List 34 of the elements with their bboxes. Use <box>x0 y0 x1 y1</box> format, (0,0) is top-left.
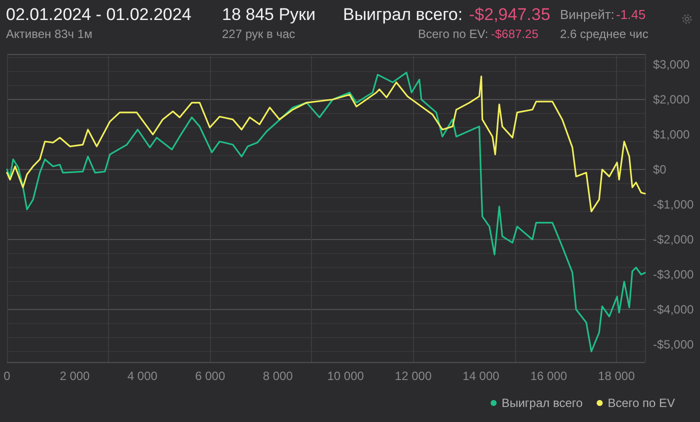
y-tick-label: $1,000 <box>653 128 690 142</box>
x-tick-label: 6 000 <box>195 369 226 383</box>
text: 18 845 Руки <box>222 5 316 25</box>
x-tick-label: 8 000 <box>262 369 294 383</box>
y-tick-label: $3,000 <box>653 58 690 72</box>
text: Всего по EV: <box>418 27 488 41</box>
text: -1.45 <box>616 7 646 22</box>
y-tick-label: -$5,000 <box>653 338 694 352</box>
chart-title: 02.01.2024 - 01.02.2024 <box>6 5 192 25</box>
text: Выиграл всего: <box>343 5 463 25</box>
line-series <box>6 76 646 212</box>
x-tick-label: 4 000 <box>127 369 158 383</box>
x-tick-label: 0 <box>4 369 11 383</box>
text: -$2,947.35 <box>469 5 550 25</box>
y-tick-label: -$4,000 <box>653 302 694 316</box>
chart-subtitle: Активен 83ч 1м <box>6 27 92 41</box>
text: 227 рук в час <box>222 27 296 41</box>
line-series <box>6 72 646 352</box>
y-tick-label: $0 <box>653 162 667 176</box>
text: -$687.25 <box>491 27 538 41</box>
y-tick-label: -$3,000 <box>653 268 694 282</box>
y-tick-label: -$2,000 <box>653 232 694 246</box>
legend-label: Выиграл всего <box>502 396 584 410</box>
y-tick-label: -$1,000 <box>653 198 694 212</box>
x-tick-label: 10 000 <box>327 369 364 383</box>
x-tick-label: 16 000 <box>530 369 568 383</box>
x-tick-label: 18 000 <box>598 369 636 383</box>
x-tick-label: 14 000 <box>462 369 500 383</box>
text: Винрейт: <box>560 7 614 22</box>
x-tick-label: 2 000 <box>60 369 90 383</box>
x-tick-label: 12 000 <box>394 369 432 383</box>
text: 2.6 среднее чис <box>560 27 648 41</box>
legend-label: Всего по EV <box>608 396 675 410</box>
y-tick-label: $2,000 <box>653 92 690 106</box>
